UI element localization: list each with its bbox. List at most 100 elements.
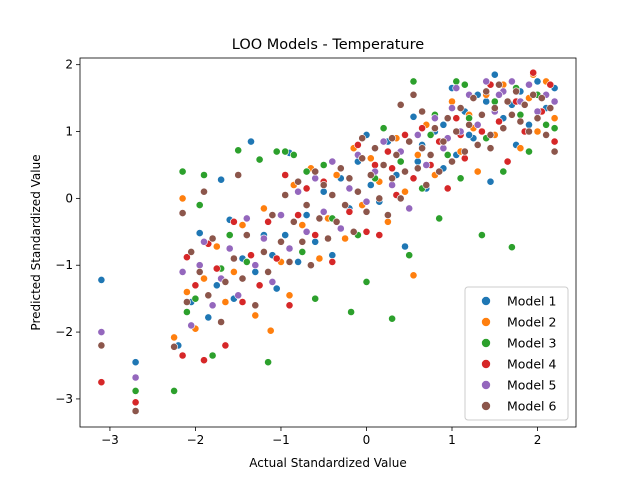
legend-marker [481,338,491,348]
data-point [238,274,247,283]
data-point [422,181,431,189]
data-point [349,227,358,236]
data-point [482,97,491,106]
data-point [418,124,426,133]
data-point [281,171,290,179]
data-point [281,147,290,156]
data-point [516,144,525,153]
data-point [311,231,320,239]
data-point [221,298,230,306]
data-point [499,124,508,133]
y-tick-label: 1 [65,125,73,139]
data-point [255,155,264,164]
data-point [430,124,439,133]
data-point [550,137,559,146]
data-point [259,204,268,213]
data-point [319,187,328,196]
data-point [170,342,178,351]
data-point [409,271,418,280]
data-point [486,130,495,139]
data-point [405,251,414,260]
data-point [195,229,204,237]
data-point [225,244,234,253]
data-point [460,154,469,163]
data-point [229,267,238,276]
data-point [221,341,230,350]
data-point [182,288,191,296]
data-point [477,231,486,239]
data-point [469,94,478,102]
data-point [200,171,208,179]
x-tick-label: −1 [272,433,290,447]
y-tick-label: 0 [65,191,73,205]
data-point [405,204,414,213]
data-point [362,207,371,216]
series-model-3 [131,77,559,395]
data-point [328,157,337,166]
data-point [97,378,106,387]
data-point [512,87,520,96]
data-point [234,146,243,155]
data-point [371,144,379,153]
data-point [266,326,275,335]
data-point [486,177,495,186]
data-point [195,261,204,270]
data-point [353,187,362,196]
y-tick-label: 2 [65,58,73,72]
data-point [383,147,392,156]
data-point [289,150,298,159]
data-point [255,281,264,290]
data-point [546,80,555,89]
data-point [319,161,328,169]
data-point [477,110,486,119]
data-point [529,68,538,77]
data-point [272,254,281,263]
x-tick-label: 1 [448,433,456,447]
data-point [328,251,337,260]
data-point [358,134,367,143]
data-point [238,221,247,229]
data-point [328,257,337,266]
data-point [507,110,516,119]
x-axis-label: Actual Standardized Value [249,456,406,470]
data-point [473,140,482,149]
data-point [200,274,208,283]
data-point [251,301,260,310]
data-point [550,124,559,133]
data-point [452,84,461,92]
data-point [208,301,217,310]
data-point [473,120,482,129]
data-point [495,117,503,126]
data-point [413,150,422,159]
data-point [272,147,281,156]
data-point [507,77,516,86]
data-point [401,187,409,196]
data-point [187,321,196,330]
data-point [439,120,448,129]
data-point [336,224,345,233]
data-point [195,267,204,276]
data-point [347,308,355,316]
data-point [242,214,251,223]
legend-label: Model 2 [507,315,556,330]
data-point [482,87,491,96]
data-point [550,97,559,106]
data-point [546,104,555,112]
data-point [362,227,371,236]
data-point [281,231,290,239]
legend-marker [481,380,491,390]
data-point [465,114,473,123]
data-point [285,291,294,300]
data-point [131,386,140,395]
data-point [490,70,499,79]
data-point [131,398,140,407]
data-point [268,277,277,286]
data-point [242,257,251,266]
data-point [503,97,512,106]
x-tick-label: −3 [101,433,119,447]
data-point [362,277,371,286]
data-point [418,107,426,116]
data-point [298,247,307,256]
data-point [533,107,542,116]
data-point [409,112,418,121]
